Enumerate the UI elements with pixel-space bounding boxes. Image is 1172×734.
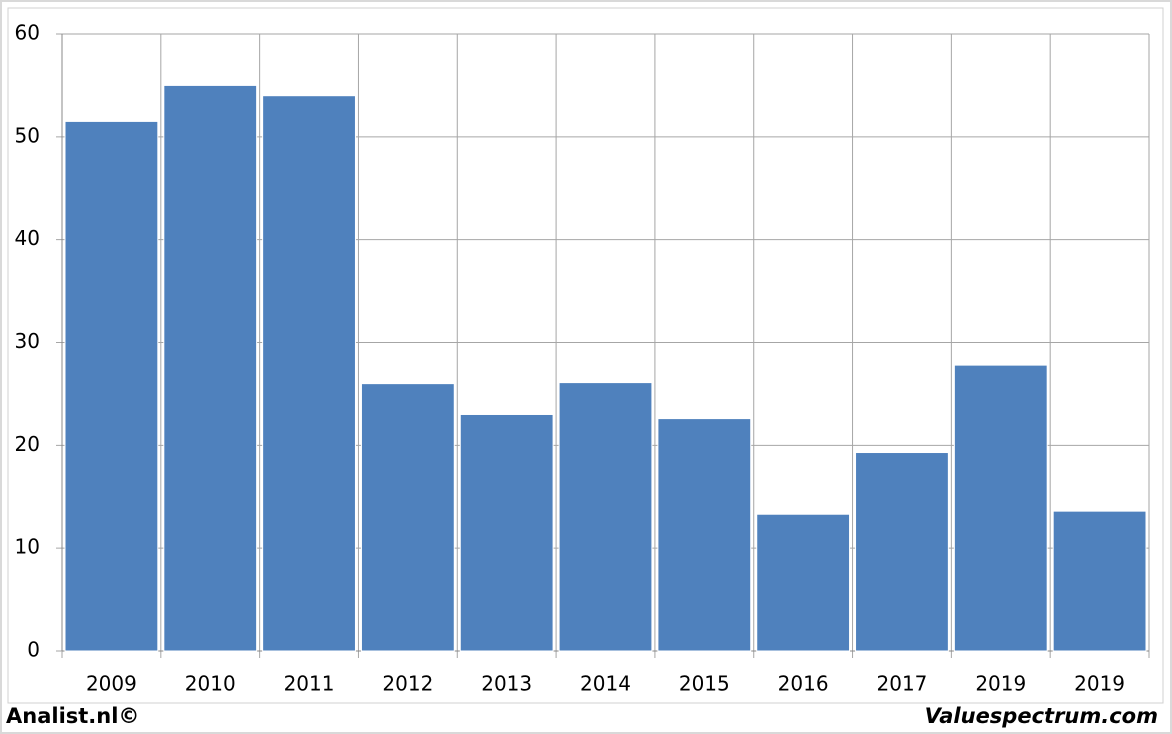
y-tick-label: 40 (15, 226, 40, 250)
x-tick-label: 2011 (284, 672, 335, 696)
x-tick-label: 2019 (975, 672, 1026, 696)
x-tick-label: 2015 (679, 672, 730, 696)
footer-left: Analist.nl© (6, 704, 139, 728)
x-tick-label: 2012 (382, 672, 433, 696)
bar (756, 513, 851, 652)
bar (262, 95, 356, 652)
bar (855, 452, 949, 652)
footer-right: Valuespectrum.com (925, 704, 1158, 728)
bar (163, 84, 258, 652)
x-tick-label: 2014 (580, 672, 631, 696)
y-tick-label: 0 (27, 638, 40, 662)
bar (360, 383, 455, 652)
y-tick-label: 60 (15, 21, 40, 45)
bar (657, 418, 752, 652)
y-tick-label: 20 (15, 432, 40, 456)
y-tick-label: 10 (15, 535, 40, 559)
bar (1052, 510, 1147, 652)
y-tick-label: 30 (15, 329, 40, 353)
bar (953, 364, 1048, 652)
bar (558, 382, 653, 652)
x-tick-label: 2013 (481, 672, 532, 696)
x-tick-label: 2017 (877, 672, 928, 696)
x-tick-label: 2016 (778, 672, 829, 696)
y-tick-label: 50 (15, 123, 40, 147)
bar (64, 120, 159, 652)
x-tick-label: 2019 (1074, 672, 1125, 696)
x-tick-label: 2010 (185, 672, 236, 696)
bar (459, 413, 554, 652)
x-tick-label: 2009 (86, 672, 137, 696)
